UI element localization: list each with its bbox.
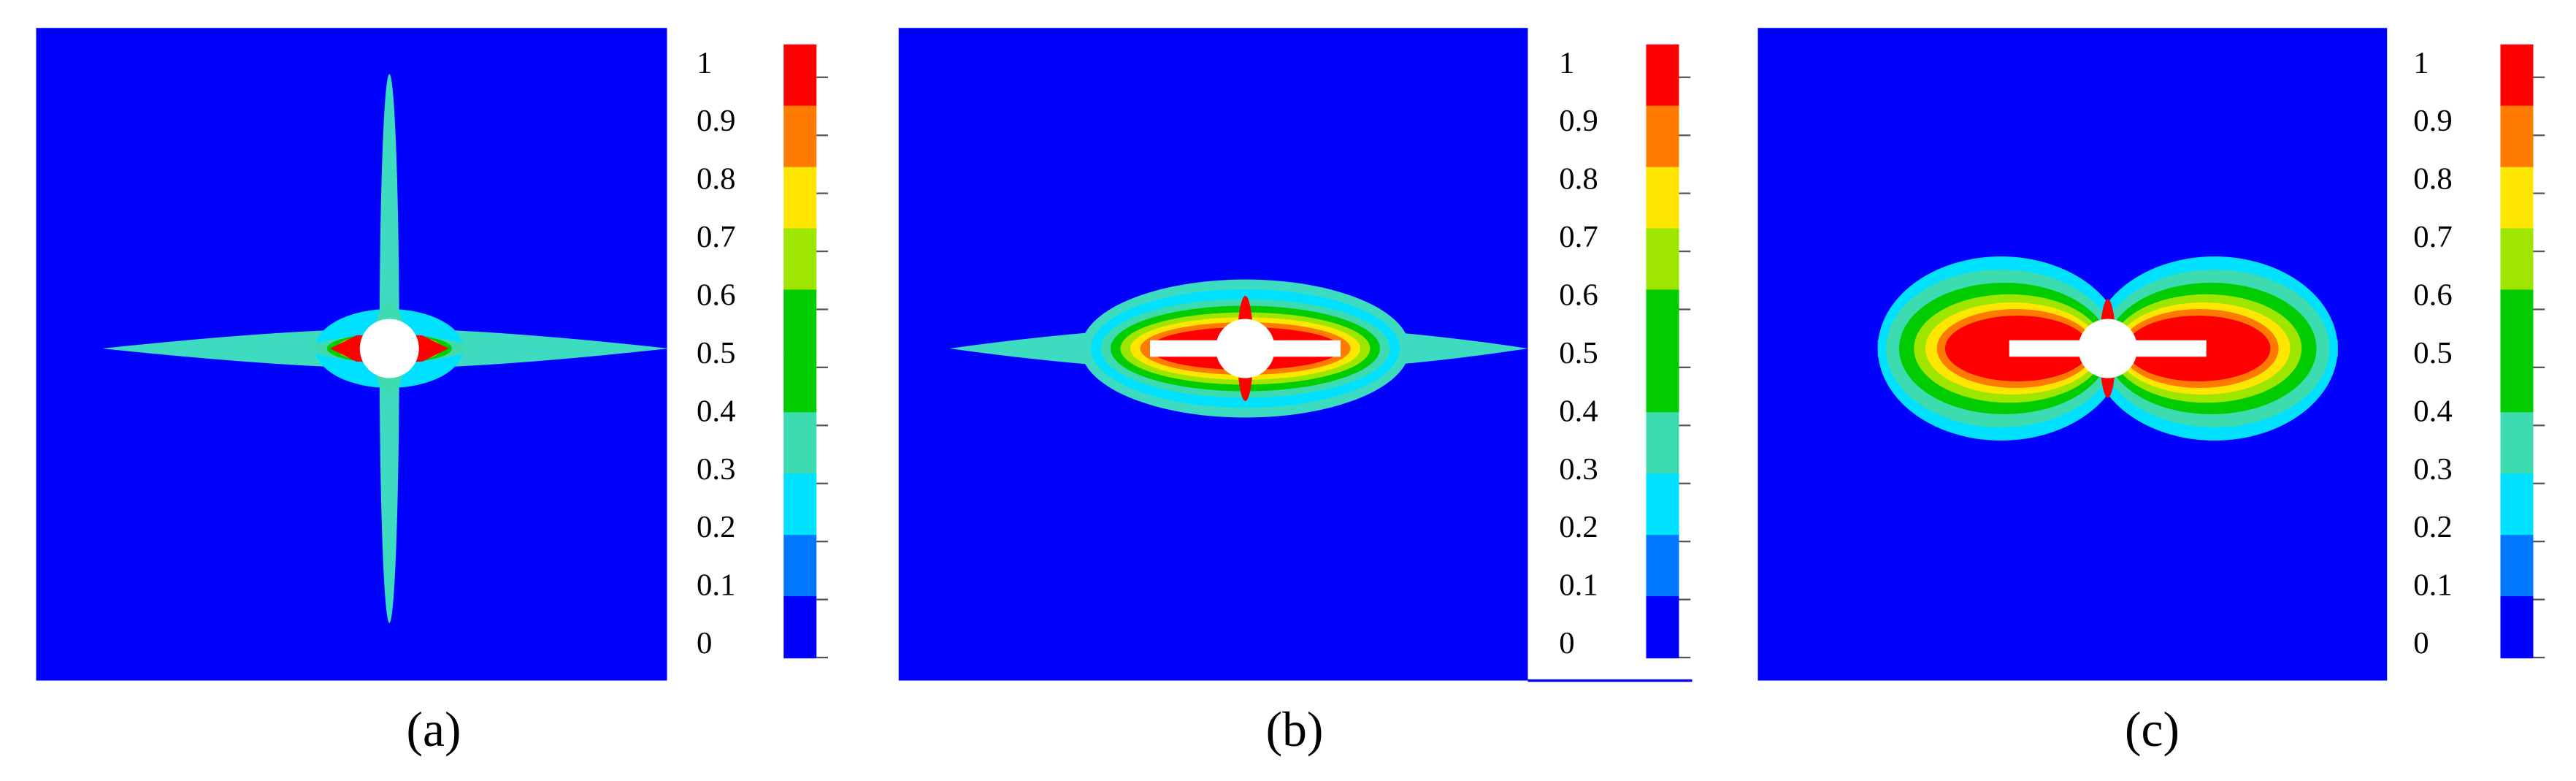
colorbar-segment [1646,289,1679,352]
colorbar-segment [1646,228,1679,291]
colorbar-tick-label: 1 [1559,46,1574,80]
colorbar-tick-label: 0.9 [697,104,735,138]
colorbar-segment [783,228,817,291]
colorbar-segment [2500,105,2534,168]
contour [101,74,669,623]
colorbar-segment [1646,351,1679,414]
contour [1877,256,2338,441]
colorbar-tick-label: 0.3 [2413,452,2452,487]
colorbar-segment [783,473,817,536]
colorbar-segment [783,289,817,352]
colorbar-tick-label: 0.5 [1559,336,1598,370]
colorbar-tick-label: 0.4 [697,394,735,428]
colorbar-tick-label: 0.4 [2413,394,2452,428]
colorbar-tick-label: 0.1 [697,568,735,603]
colorbar-segment [2500,351,2534,414]
colorbar-tick-label: 0.3 [1559,452,1598,487]
colorbar-tick-label: 0.8 [697,162,735,197]
colorbar-tick-label: 0 [1559,626,1574,660]
colorbar-segment [783,105,817,168]
colorbar-segment [2500,412,2534,475]
panel-c [1757,28,2388,681]
colorbar-tick-label: 0.2 [1559,510,1598,544]
panel-caption: (b) [1266,702,1324,757]
contour [949,279,1528,418]
colorbar-tick-label: 0.9 [1559,104,1598,138]
colorbar-tick-label: 0.7 [1559,220,1598,254]
colorbar-tick-label: 0.1 [2413,568,2452,603]
colorbar-tick-label: 0.6 [1559,278,1598,313]
colorbar-tick-label: 0.9 [2413,104,2452,138]
colorbar-tick-label: 0.6 [2413,278,2452,313]
colorbar-tick-label: 0.4 [1559,394,1598,428]
panel-caption: (a) [407,702,461,757]
colorbar-segment [2500,228,2534,291]
colorbar-segment [2500,167,2534,229]
colorbar-tick-label: 0.7 [697,220,735,254]
panel-a [36,28,669,681]
panel-b [898,28,1693,682]
colorbar-tick-label: 0.1 [1559,568,1598,603]
colorbar-segment [783,535,817,598]
colorbar-segment [783,412,817,475]
colorbar-tick-label: 0.2 [697,510,735,544]
colorbar-tick-label: 0.2 [2413,510,2452,544]
colorbar-segment [1646,473,1679,536]
colorbar-segment [1646,412,1679,475]
colorbar-segment [783,351,817,414]
colorbar-tick-label: 0.6 [697,278,735,313]
colorbar-segment [2500,44,2534,107]
colorbar-segment [783,596,817,659]
colorbar-tick-label: 0.8 [1559,162,1598,197]
colorbar-tick-label: 0 [2413,626,2429,660]
colorbar-segment [2500,289,2534,352]
colorbar-tick-label: 0.5 [697,336,735,370]
colorbar-segment [1646,535,1679,598]
colorbar-tick-label: 0.8 [2413,162,2452,197]
colorbar-segment [1646,596,1679,659]
panel-caption: (c) [2125,702,2180,757]
colorbar-segment [783,167,817,229]
colorbar-tick-label: 1 [2413,46,2429,80]
colorbar-segment [1646,105,1679,168]
colorbar-tick-label: 0 [697,626,712,660]
colorbar-segment [2500,535,2534,598]
colorbar-segment [783,44,817,107]
colorbar-segment [1646,167,1679,229]
colorbar-tick-label: 0.3 [697,452,735,487]
colorbar-segment [1646,44,1679,107]
colorbar-tick-label: 0.7 [2413,220,2452,254]
colorbar-tick-label: 0.5 [2413,336,2452,370]
colorbar-tick-label: 1 [697,46,712,80]
colorbar-segment [2500,596,2534,659]
colorbar-segment [2500,473,2534,536]
